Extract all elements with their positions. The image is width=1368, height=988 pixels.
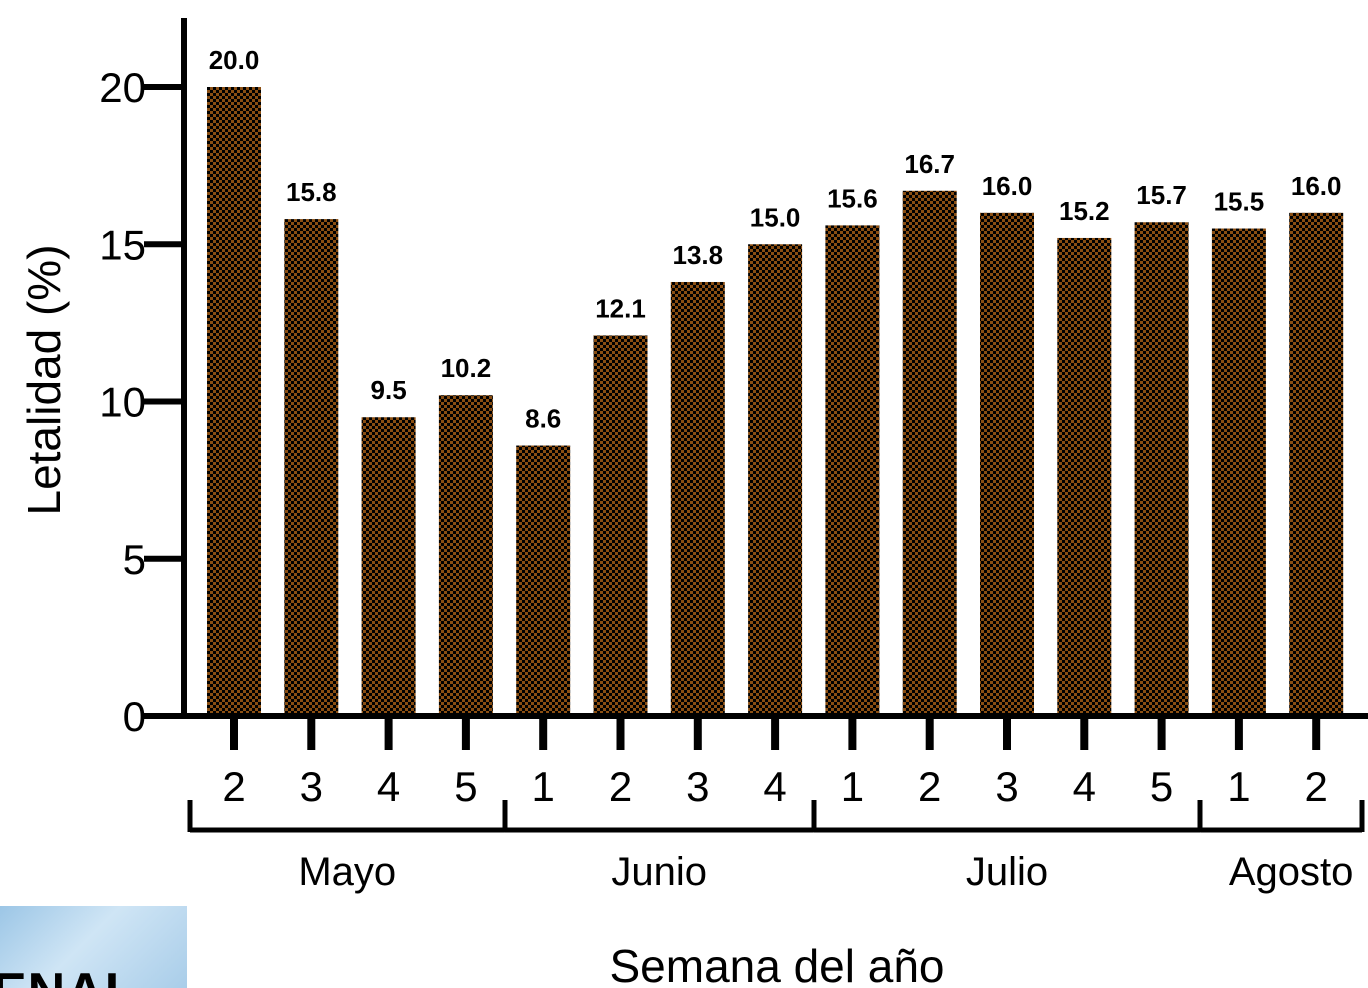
- x-tick-label: 4: [377, 763, 400, 810]
- x-tick-label: 2: [222, 763, 245, 810]
- bar-value-label: 16.0: [982, 171, 1033, 201]
- bar-value-label: 15.0: [750, 202, 801, 232]
- bar-value-label: 12.1: [595, 293, 646, 323]
- y-tick-label: 0: [123, 693, 146, 740]
- bar-value-label: 16.7: [904, 149, 955, 179]
- y-tick-label: 5: [123, 536, 146, 583]
- x-tick-label: 4: [1073, 763, 1096, 810]
- x-tick-label: 1: [1227, 763, 1250, 810]
- x-tick-label: 3: [995, 763, 1018, 810]
- x-tick-label: 1: [532, 763, 555, 810]
- x-tick-label: 5: [1150, 763, 1173, 810]
- bar: [516, 445, 571, 716]
- x-tick-label: 2: [609, 763, 632, 810]
- bar: [825, 225, 880, 716]
- bar-value-label: 10.2: [441, 353, 492, 383]
- bar-value-label: 8.6: [525, 404, 561, 434]
- x-tick-label: 3: [686, 763, 709, 810]
- y-tick-label: 20: [99, 64, 146, 111]
- y-axis-title: Letalidad (%): [18, 244, 70, 515]
- month-label: Mayo: [298, 850, 396, 894]
- x-categories-layer: 2 3 4 5 1 2 3 4 1 2 3 4 5 1 2: [222, 716, 1328, 810]
- bar: [980, 212, 1034, 717]
- x-axis-title: Semana del año: [609, 940, 944, 988]
- logo-text: ENAL: [0, 962, 138, 988]
- month-label: Julio: [966, 850, 1048, 894]
- bar: [1211, 228, 1266, 716]
- bar: [361, 417, 416, 716]
- month-groups-layer: Mayo Junio Julio Agosto: [187, 800, 1365, 894]
- bar: [748, 244, 803, 716]
- y-tick-label: 10: [99, 379, 146, 426]
- x-tick-label: 2: [1305, 763, 1328, 810]
- value-labels-layer: 20.0 15.8 9.5 10.2 8.6 12.1 13.8 15.0 15.6 16.7 16…: [209, 45, 1342, 434]
- bar-value-label: 15.5: [1214, 187, 1265, 217]
- month-label: Agosto: [1229, 850, 1354, 894]
- x-tick-label: 4: [763, 763, 786, 810]
- bar: [284, 219, 339, 716]
- bar-value-label: 20.0: [209, 45, 260, 75]
- bar: [1289, 212, 1344, 717]
- bar-value-label: 13.8: [672, 240, 723, 270]
- bar: [1134, 222, 1189, 717]
- bar-value-label: 16.0: [1291, 171, 1342, 201]
- x-tick-label: 2: [918, 763, 941, 810]
- bar: [1057, 237, 1112, 716]
- x-tick-label: 5: [454, 763, 477, 810]
- bar: [438, 395, 493, 716]
- bar: [902, 190, 957, 716]
- bar-value-label: 15.8: [286, 177, 337, 207]
- bar-value-label: 9.5: [371, 375, 407, 405]
- bar-value-label: 15.7: [1136, 180, 1187, 210]
- bar-value-label: 15.2: [1059, 196, 1110, 226]
- month-label: Junio: [611, 850, 707, 894]
- bar: [207, 87, 261, 716]
- bars-layer: [207, 87, 1344, 717]
- bar-value-label: 15.6: [827, 183, 878, 213]
- x-tick-label: 1: [841, 763, 864, 810]
- bar: [593, 335, 648, 716]
- y-tick-label: 15: [99, 221, 146, 268]
- bar: [670, 281, 725, 716]
- logo: ENAL: [0, 906, 187, 988]
- x-tick-label: 3: [300, 763, 323, 810]
